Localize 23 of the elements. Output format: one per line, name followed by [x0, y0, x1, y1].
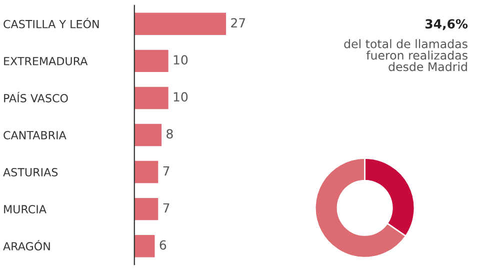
y-tick-label: ARAGÓN — [3, 240, 50, 250]
data-label: 27 — [231, 18, 246, 28]
bar — [134, 50, 168, 72]
y-tick-label: CANTABRIA — [4, 130, 66, 140]
data-label: 8 — [166, 129, 173, 139]
data-label: 10 — [174, 92, 188, 102]
data-label: 7 — [163, 203, 170, 213]
text: 34,6% — [425, 19, 468, 30]
data-label: 6 — [160, 240, 166, 250]
y-tick-label: ASTURIAS — [3, 168, 58, 176]
bar — [134, 234, 155, 258]
data-label: 10 — [174, 55, 188, 65]
bar — [134, 160, 158, 184]
bar — [134, 12, 226, 36]
bar — [134, 86, 168, 110]
y-tick-label: MURCIA — [4, 205, 46, 214]
data-label: 7 — [163, 166, 170, 176]
y-tick-label: PAÍS VASCO — [4, 92, 68, 102]
y-tick-label: EXTREMADURA — [4, 57, 88, 66]
bar — [134, 198, 158, 220]
y-tick-label: CASTILLA Y LEÓN — [4, 18, 99, 28]
bar — [134, 124, 162, 146]
text: del total de llamadas fueron realizadas desde Madrid — [344, 39, 468, 72]
